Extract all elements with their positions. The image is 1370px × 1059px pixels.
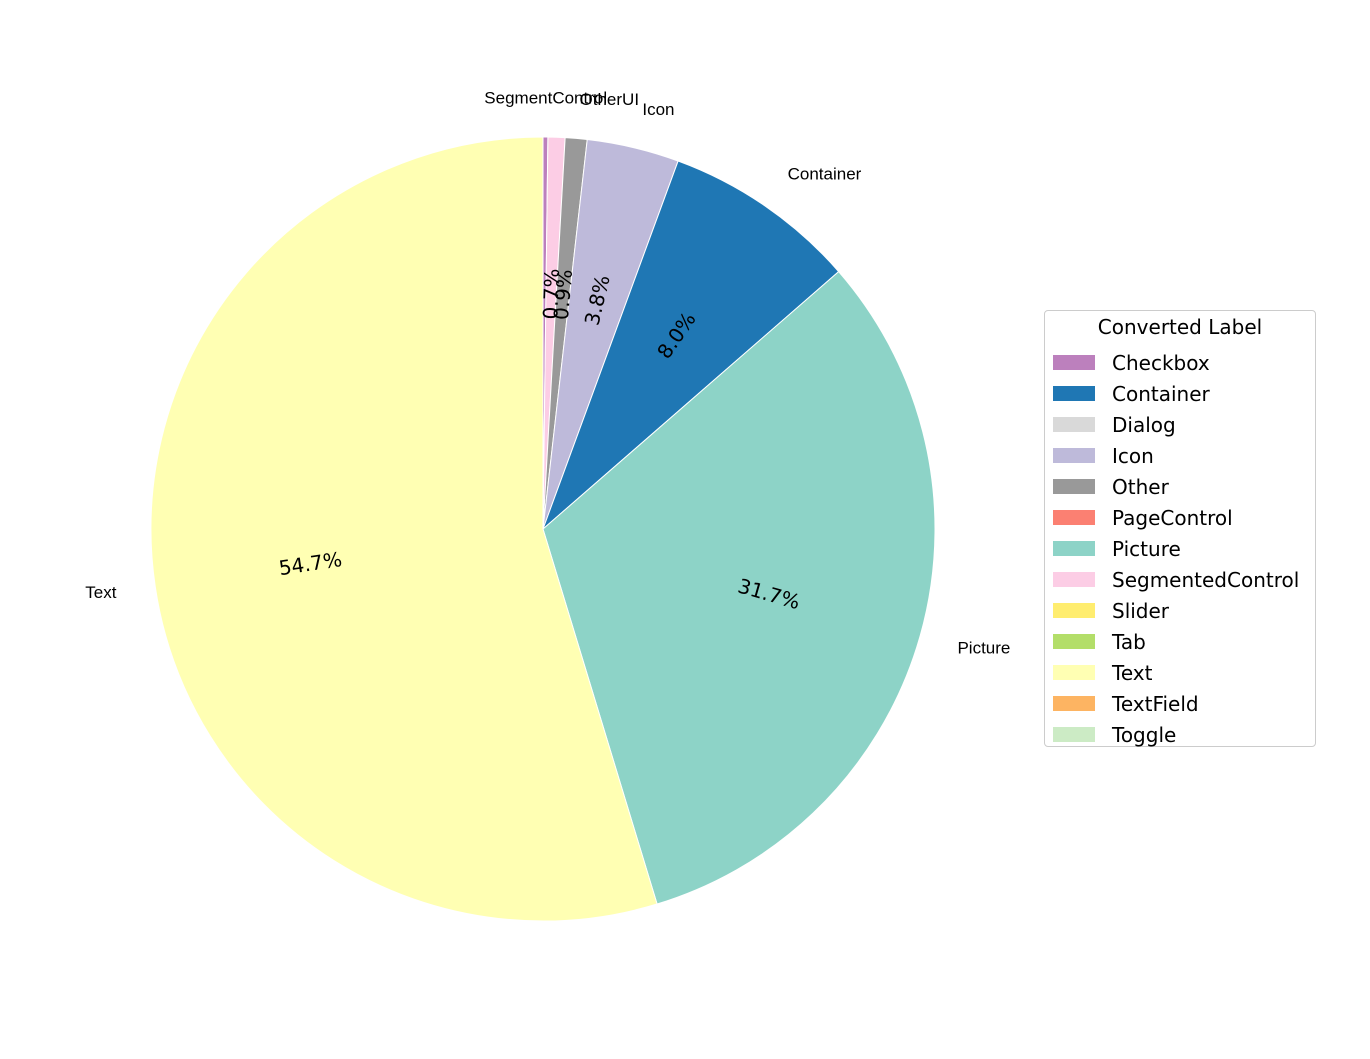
legend-label: PageControl [1112,505,1233,530]
pie-slice-container [542,160,840,530]
pie-pct-label: 0.7% [538,268,564,320]
legend-swatch [1053,448,1095,463]
legend-label: Toggle [1112,722,1177,747]
legend-swatch [1053,510,1095,525]
pie-category-label: Text [85,583,116,602]
pie-slice-text [150,136,658,922]
legend-swatch [1053,696,1095,711]
legend-label: Picture [1112,536,1181,561]
pie-slice-picture [542,270,936,905]
legend-label: SegmentedControl [1112,567,1300,592]
pie-category-label: SegmentControl [484,88,607,107]
pie-pct-label: 0.9% [549,268,577,321]
legend-item-segmentedcontrol: SegmentedControl [1053,564,1299,595]
legend-swatch [1053,727,1095,742]
legend-swatch [1053,479,1095,494]
legend-item-slider: Slider [1053,595,1299,626]
legend-label: Dialog [1112,412,1176,437]
legend-item-text: Text [1053,657,1299,688]
legend-swatch [1053,603,1095,618]
pie-category-label: Container [788,164,862,183]
pie-slices [150,136,936,922]
legend-label: Slider [1112,598,1170,623]
legend-item-textfield: TextField [1053,688,1299,719]
legend-item-container: Container [1053,378,1299,409]
pie-category-label: Picture [957,638,1010,657]
legend-swatch [1053,386,1095,401]
legend-swatch [1053,572,1095,587]
legend-item-pagecontrol: PageControl [1053,502,1299,533]
legend-label: TextField [1112,691,1199,716]
legend-swatch [1053,665,1095,680]
pie-category-label: Icon [642,100,674,119]
legend-label: Container [1112,381,1210,406]
legend-swatch [1053,417,1095,432]
legend-item-tab: Tab [1053,626,1299,657]
legend-label: Text [1112,660,1153,685]
legend-label: Checkbox [1112,350,1210,375]
legend-item-dialog: Dialog [1053,409,1299,440]
legend-item-icon: Icon [1053,440,1299,471]
legend-list: Checkbox Container Dialog Icon Other PageCont… [1053,347,1299,750]
legend-swatch [1053,634,1095,649]
legend-label: Other [1112,474,1169,499]
legend-label: Icon [1112,443,1154,468]
legend-swatch [1053,355,1095,370]
chart-legend: Converted Label Checkbox Container Dialog I… [1044,310,1316,747]
legend-item-picture: Picture [1053,533,1299,564]
legend-item-checkbox: Checkbox [1053,347,1299,378]
legend-item-toggle: Toggle [1053,719,1299,750]
legend-label: Tab [1112,629,1146,654]
legend-title: Converted Label [1097,315,1263,339]
legend-swatch [1053,541,1095,556]
legend-item-other: Other [1053,471,1299,502]
pie-category-label: OtherUI [580,90,640,109]
